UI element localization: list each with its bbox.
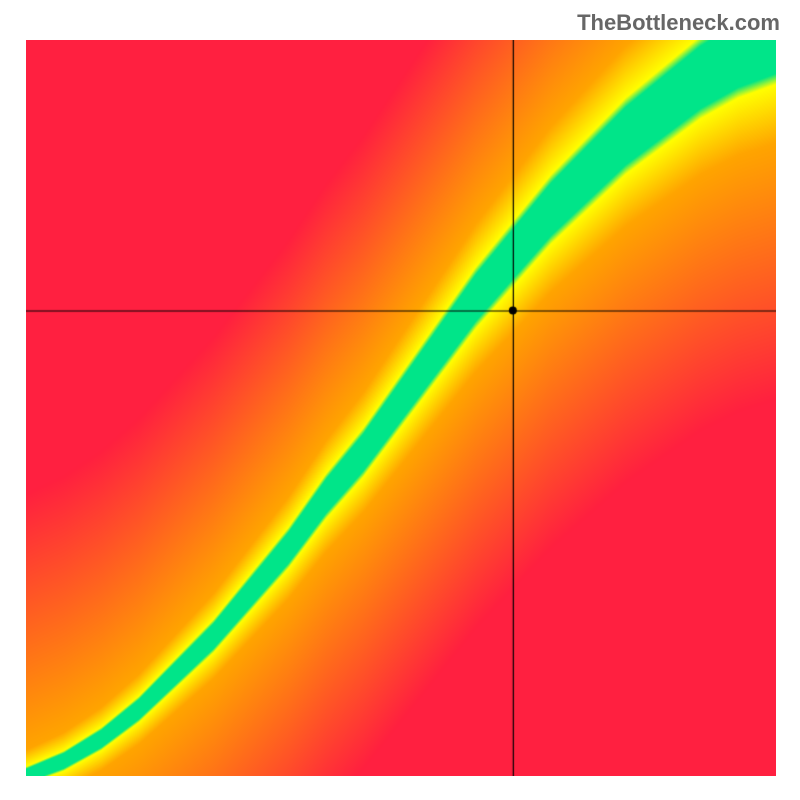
bottleneck-heatmap bbox=[26, 40, 776, 776]
watermark-label: TheBottleneck.com bbox=[577, 10, 780, 36]
